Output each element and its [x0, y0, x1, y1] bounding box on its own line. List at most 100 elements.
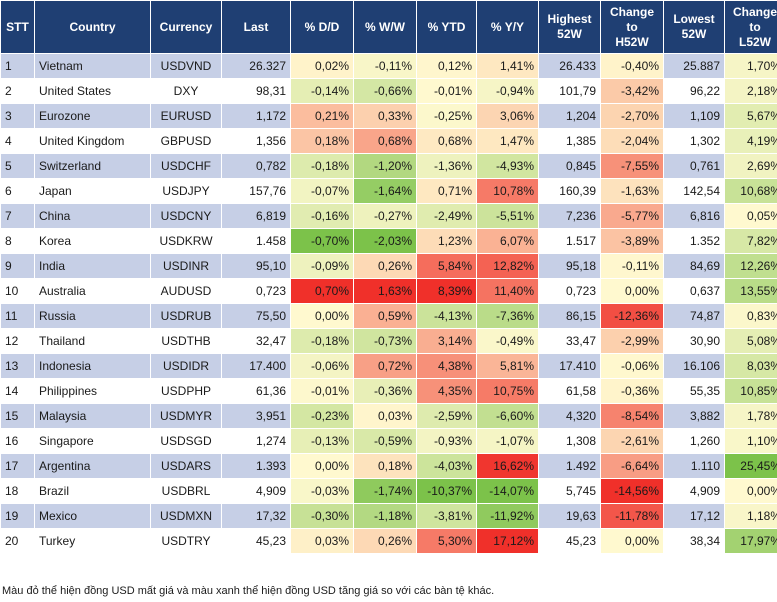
- cell-last: 45,23: [221, 528, 291, 554]
- cell-high: 26.433: [538, 53, 601, 79]
- cell-chg_l: 0,05%: [724, 203, 777, 229]
- cell-dd: 0,03%: [290, 528, 354, 554]
- table-row: 1 Vietnam USDVND 26.327 0,02% -0,11% 0,12% 1,41…: [0, 53, 777, 79]
- cell-country: Indonesia: [34, 353, 151, 379]
- cell-dd: -0,16%: [290, 203, 354, 229]
- cell-ww: -0,66%: [353, 78, 417, 104]
- cell-yy: -0,94%: [476, 78, 539, 104]
- cell-dd: 0,18%: [290, 128, 354, 154]
- cell-dd: -0,18%: [290, 153, 354, 179]
- cell-currency: USDMXN: [150, 503, 222, 529]
- table-row: 17 Argentina USDARS 1.393 0,00% 0,18% -4,03% 16…: [0, 453, 777, 479]
- cell-currency: USDKRW: [150, 228, 222, 254]
- cell-ytd: 4,38%: [416, 353, 477, 379]
- cell-last: 98,31: [221, 78, 291, 104]
- cell-currency: USDSGD: [150, 428, 222, 454]
- cell-ww: -1,18%: [353, 503, 417, 529]
- cell-ww: -0,36%: [353, 378, 417, 404]
- cell-ww: -1,74%: [353, 478, 417, 504]
- cell-stt: 14: [0, 378, 35, 404]
- cell-low: 25.887: [663, 53, 725, 79]
- cell-chg_h: -11,78%: [600, 503, 664, 529]
- cell-chg_h: -12,36%: [600, 303, 664, 329]
- cell-ytd: -0,25%: [416, 103, 477, 129]
- cell-currency: USDARS: [150, 453, 222, 479]
- cell-stt: 15: [0, 403, 35, 429]
- cell-chg_l: 5,08%: [724, 328, 777, 354]
- cell-ww: 0,26%: [353, 253, 417, 279]
- cell-ww: 0,03%: [353, 403, 417, 429]
- cell-dd: -0,14%: [290, 78, 354, 104]
- cell-chg_h: -1,63%: [600, 178, 664, 204]
- cell-dd: -0,07%: [290, 178, 354, 204]
- cell-yy: -7,36%: [476, 303, 539, 329]
- cell-country: Turkey: [34, 528, 151, 554]
- cell-chg_h: 0,00%: [600, 278, 664, 304]
- table-row: 6 Japan USDJPY 157,76 -0,07% -1,64% 0,71% 10,78…: [0, 178, 777, 204]
- cell-low: 74,87: [663, 303, 725, 329]
- currency-table: STT Country Currency Last% D/D% W/W% YTD% Y…: [0, 0, 777, 554]
- cell-high: 19,63: [538, 503, 601, 529]
- column-header-country: Country: [34, 0, 151, 54]
- cell-chg_l: 2,18%: [724, 78, 777, 104]
- cell-low: 84,69: [663, 253, 725, 279]
- table-row: 20 Turkey USDTRY 45,23 0,03% 0,26% 5,30% 17,12%…: [0, 528, 777, 554]
- cell-ytd: -0,93%: [416, 428, 477, 454]
- column-header-currency: Currency: [150, 0, 222, 54]
- cell-dd: -0,70%: [290, 228, 354, 254]
- cell-chg_l: 1,10%: [724, 428, 777, 454]
- cell-yy: -6,60%: [476, 403, 539, 429]
- table-row: 2 United States DXY 98,31 -0,14% -0,66% -0,01%…: [0, 78, 777, 104]
- cell-dd: -0,01%: [290, 378, 354, 404]
- cell-yy: 10,78%: [476, 178, 539, 204]
- cell-currency: USDTHB: [150, 328, 222, 354]
- cell-yy: -1,07%: [476, 428, 539, 454]
- cell-stt: 19: [0, 503, 35, 529]
- cell-chg_l: 25,45%: [724, 453, 777, 479]
- cell-ytd: -0,01%: [416, 78, 477, 104]
- cell-chg_l: 10,68%: [724, 178, 777, 204]
- cell-last: 1,172: [221, 103, 291, 129]
- cell-yy: -4,93%: [476, 153, 539, 179]
- cell-ww: -2,03%: [353, 228, 417, 254]
- cell-country: China: [34, 203, 151, 229]
- cell-chg_l: 13,55%: [724, 278, 777, 304]
- cell-high: 1.517: [538, 228, 601, 254]
- table-row: 5 Switzerland USDCHF 0,782 -0,18% -1,20% -1,36…: [0, 153, 777, 179]
- cell-dd: 0,00%: [290, 453, 354, 479]
- cell-chg_l: 1,78%: [724, 403, 777, 429]
- cell-chg_l: 7,82%: [724, 228, 777, 254]
- cell-high: 45,23: [538, 528, 601, 554]
- cell-chg_h: -2,70%: [600, 103, 664, 129]
- cell-currency: USDVND: [150, 53, 222, 79]
- cell-dd: -0,13%: [290, 428, 354, 454]
- cell-stt: 16: [0, 428, 35, 454]
- cell-last: 1,356: [221, 128, 291, 154]
- cell-currency: GBPUSD: [150, 128, 222, 154]
- cell-ww: 1,63%: [353, 278, 417, 304]
- cell-low: 30,90: [663, 328, 725, 354]
- cell-currency: USDINR: [150, 253, 222, 279]
- cell-low: 16.106: [663, 353, 725, 379]
- cell-last: 1,274: [221, 428, 291, 454]
- cell-ww: 0,18%: [353, 453, 417, 479]
- cell-high: 1,308: [538, 428, 601, 454]
- table-body: 1 Vietnam USDVND 26.327 0,02% -0,11% 0,12% 1,41…: [0, 53, 777, 554]
- cell-stt: 4: [0, 128, 35, 154]
- cell-ytd: -4,03%: [416, 453, 477, 479]
- cell-chg_h: -0,06%: [600, 353, 664, 379]
- cell-country: Japan: [34, 178, 151, 204]
- table-row: 14 Philippines USDPHP 61,36 -0,01% -0,36% 4,35…: [0, 378, 777, 404]
- cell-yy: 1,47%: [476, 128, 539, 154]
- cell-chg_h: -7,55%: [600, 153, 664, 179]
- cell-ytd: 3,14%: [416, 328, 477, 354]
- cell-currency: USDJPY: [150, 178, 222, 204]
- cell-dd: -0,30%: [290, 503, 354, 529]
- cell-yy: -5,51%: [476, 203, 539, 229]
- column-header-ytd: % YTD: [416, 0, 477, 54]
- cell-last: 26.327: [221, 53, 291, 79]
- cell-country: Korea: [34, 228, 151, 254]
- cell-high: 61,58: [538, 378, 601, 404]
- cell-dd: 0,02%: [290, 53, 354, 79]
- cell-country: Russia: [34, 303, 151, 329]
